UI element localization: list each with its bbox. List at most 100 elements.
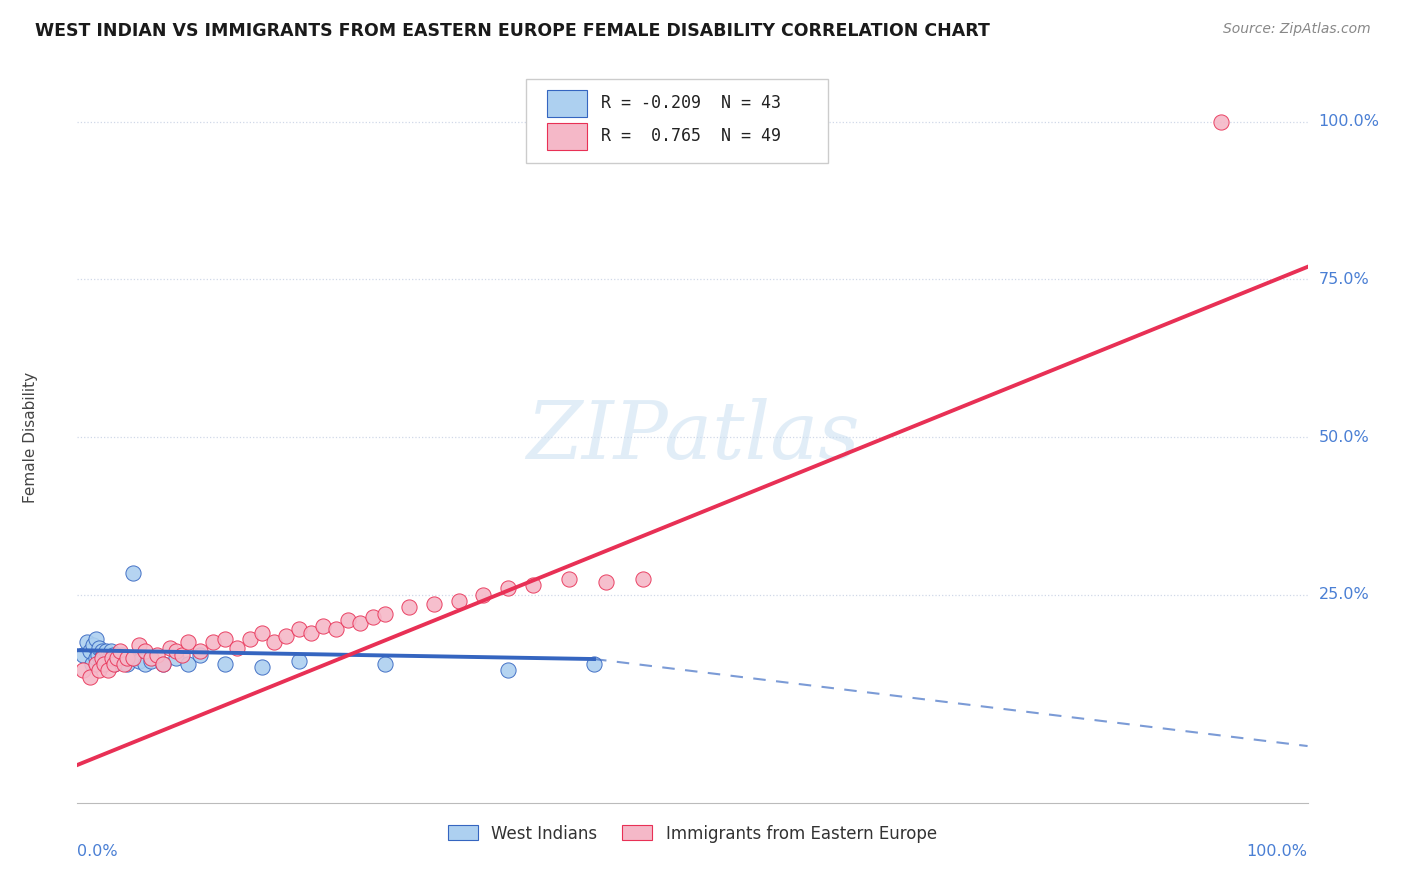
Text: 0.0%: 0.0%: [77, 845, 118, 860]
Point: [128, 654, 150, 668]
Text: ZIPatlas: ZIPatlas: [526, 399, 859, 475]
Point: [87, 648, 110, 662]
Point: [72, 648, 94, 662]
Point: [250, 625, 273, 640]
Point: [152, 657, 174, 671]
Point: [112, 657, 135, 671]
Point: [312, 619, 335, 633]
Point: [288, 623, 311, 637]
Point: [496, 664, 519, 678]
FancyBboxPatch shape: [547, 89, 586, 118]
Point: [214, 632, 236, 646]
Point: [111, 648, 132, 662]
Point: [115, 650, 138, 665]
Point: [239, 632, 262, 646]
Point: [103, 657, 125, 671]
Point: [97, 648, 120, 662]
Text: R =  0.765  N = 49: R = 0.765 N = 49: [602, 127, 782, 145]
Point: [118, 650, 141, 665]
Point: [595, 575, 617, 590]
Point: [398, 600, 420, 615]
Point: [101, 654, 124, 668]
Point: [90, 644, 114, 658]
Text: WEST INDIAN VS IMMIGRANTS FROM EASTERN EUROPE FEMALE DISABILITY CORRELATION CHAR: WEST INDIAN VS IMMIGRANTS FROM EASTERN E…: [35, 22, 990, 40]
Text: R = -0.209  N = 43: R = -0.209 N = 43: [602, 94, 782, 112]
Point: [1211, 115, 1233, 129]
Text: 25.0%: 25.0%: [1319, 587, 1369, 602]
Text: 75.0%: 75.0%: [1319, 272, 1369, 287]
Point: [76, 635, 98, 649]
Text: Source: ZipAtlas.com: Source: ZipAtlas.com: [1223, 22, 1371, 37]
Point: [177, 657, 200, 671]
Point: [103, 657, 125, 671]
Point: [110, 650, 132, 665]
Point: [170, 648, 193, 662]
Text: 100.0%: 100.0%: [1247, 845, 1308, 860]
Point: [496, 582, 519, 596]
Point: [94, 644, 117, 658]
Point: [325, 623, 347, 637]
Point: [112, 654, 135, 668]
Legend: West Indians, Immigrants from Eastern Europe: West Indians, Immigrants from Eastern Eu…: [441, 818, 943, 849]
Point: [89, 641, 111, 656]
Point: [97, 664, 120, 678]
Point: [250, 660, 273, 674]
Point: [374, 607, 396, 621]
Point: [583, 657, 606, 671]
Text: 50.0%: 50.0%: [1319, 430, 1369, 444]
Point: [141, 650, 163, 665]
Point: [226, 641, 249, 656]
Point: [105, 648, 128, 662]
Point: [361, 609, 384, 624]
Point: [79, 670, 101, 684]
FancyBboxPatch shape: [547, 122, 586, 151]
FancyBboxPatch shape: [526, 78, 828, 163]
Point: [214, 657, 236, 671]
Point: [128, 638, 150, 652]
Point: [121, 650, 143, 665]
Text: 100.0%: 100.0%: [1319, 114, 1379, 129]
Point: [82, 638, 104, 652]
Point: [91, 648, 114, 662]
Point: [110, 644, 132, 658]
Point: [522, 578, 544, 592]
Point: [201, 635, 224, 649]
Point: [84, 650, 107, 665]
Point: [84, 632, 107, 646]
Point: [90, 654, 112, 668]
Point: [141, 654, 163, 668]
Point: [633, 572, 655, 586]
Point: [146, 648, 169, 662]
Point: [177, 635, 200, 649]
Point: [93, 650, 115, 665]
Point: [96, 654, 118, 668]
Point: [447, 594, 470, 608]
Point: [472, 588, 495, 602]
Point: [263, 635, 285, 649]
Text: Female Disability: Female Disability: [22, 371, 38, 503]
Point: [152, 657, 174, 671]
Point: [558, 572, 581, 586]
Point: [121, 566, 143, 580]
Point: [188, 648, 212, 662]
Point: [101, 650, 124, 665]
Point: [134, 644, 156, 658]
Point: [299, 625, 322, 640]
Point: [107, 654, 129, 668]
Point: [89, 664, 111, 678]
Point: [134, 657, 156, 671]
Point: [165, 644, 187, 658]
Point: [288, 654, 311, 668]
Point: [98, 650, 121, 665]
Point: [104, 650, 127, 665]
Point: [101, 648, 124, 662]
Point: [84, 657, 107, 671]
Point: [115, 657, 138, 671]
Point: [374, 657, 396, 671]
Point: [159, 641, 181, 656]
Point: [188, 644, 212, 658]
Point: [93, 657, 115, 671]
Point: [72, 664, 94, 678]
Point: [276, 629, 298, 643]
Point: [423, 597, 446, 611]
